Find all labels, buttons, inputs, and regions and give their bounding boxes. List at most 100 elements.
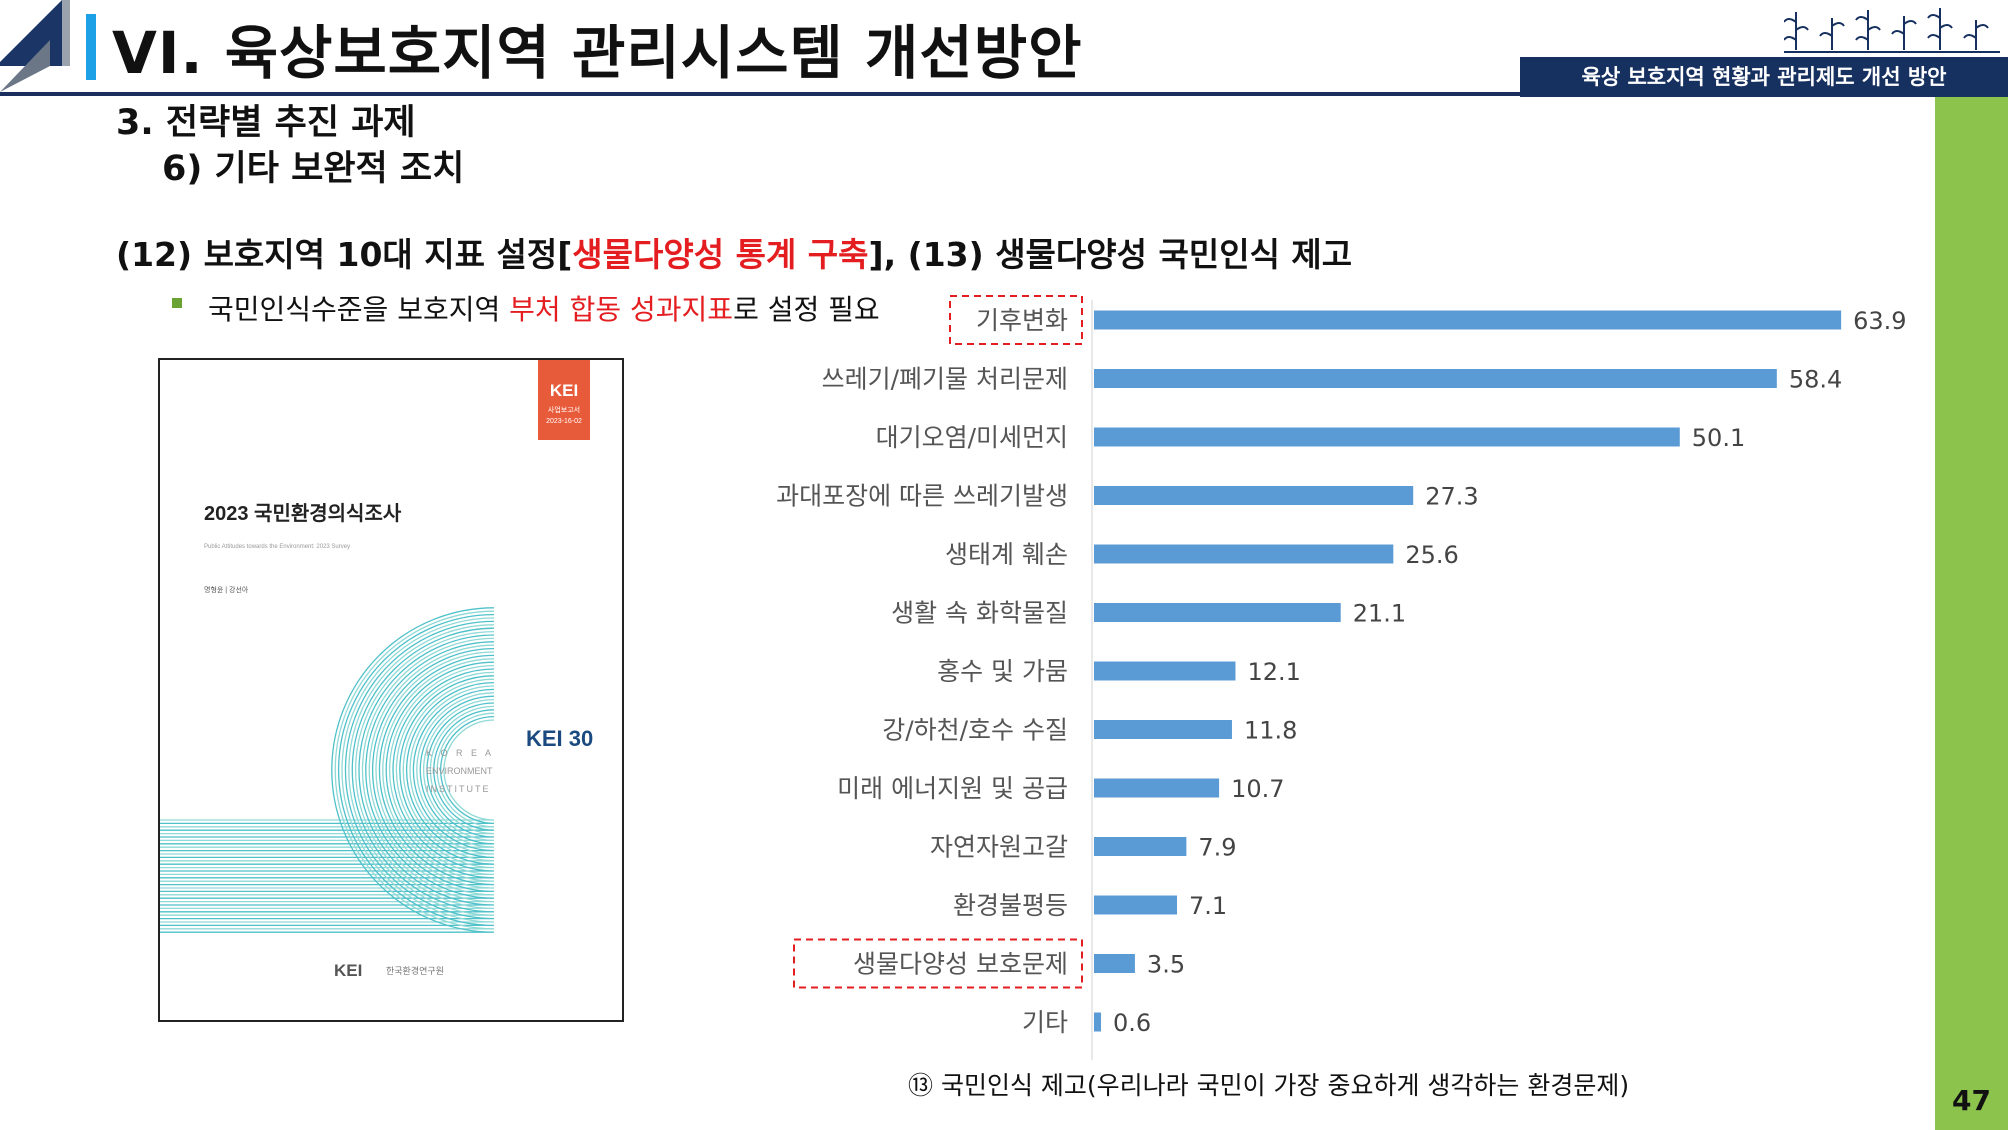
cover-ring-line <box>160 613 495 927</box>
chart-caption: ⑬ 국민인식 제고(우리나라 국민이 가장 중요하게 생각하는 환경문제) <box>908 1071 1630 1100</box>
cover-ring-line <box>160 647 495 893</box>
report-subtitle: Public Attitudes towards the Environment… <box>204 544 350 550</box>
cover-ring-line <box>160 617 495 923</box>
chart-bar <box>1094 954 1135 973</box>
cover-ring-line <box>160 719 495 821</box>
chart-highlight-box <box>793 938 1083 989</box>
chart-bar <box>1094 603 1341 622</box>
report-badge-line1: 사업보고서 <box>548 405 580 414</box>
cover-ring-line <box>160 654 495 886</box>
report-side-line2: ENVIRONMENT <box>426 766 493 776</box>
chart-category-label: 쓰레기/폐기물 처리문제 <box>822 365 1068 394</box>
cover-ring-line <box>160 695 495 845</box>
chart-data-label: 50.1 <box>1692 424 1745 452</box>
chart-category-label: 기타 <box>1022 1008 1068 1037</box>
report-side-line1: K O R E A <box>426 748 494 758</box>
cover-ring-line <box>160 709 495 831</box>
cover-ring-line <box>160 702 495 838</box>
report-footer-org: 한국환경연구원 <box>386 965 444 976</box>
section-title: 3. 전략별 추진 과제 <box>116 103 416 143</box>
cover-ring-graphic <box>160 607 495 933</box>
chart-category-label: 과대포장에 따른 쓰레기발생 <box>776 482 1068 511</box>
bullet-square-icon <box>172 298 182 308</box>
headline: (12) 보호지역 10대 지표 설정[생물다양성 통계 구축], (13) 생… <box>116 228 1352 276</box>
bullet-after: 로 설정 필요 <box>733 293 880 326</box>
chart-bar <box>1094 310 1842 330</box>
cover-ring-line <box>160 668 495 872</box>
chart-category-label: 기후변화 <box>976 306 1068 335</box>
report-footer-logo: KEI <box>334 961 362 980</box>
chart-category-label: 강/하천/호수 수질 <box>882 716 1068 745</box>
chart-highlight-box <box>949 295 1083 345</box>
chart-category-label: 자연자원고갈 <box>930 833 1068 862</box>
chart-data-label: 12.1 <box>1247 658 1300 686</box>
cover-ring-line <box>160 651 495 889</box>
chart-data-label: 21.1 <box>1353 600 1406 628</box>
cover-ring-line <box>160 681 495 859</box>
report-title: 2023 국민환경의식조사 <box>204 502 402 525</box>
chart-bar <box>1094 1012 1102 1032</box>
cover-ring-line <box>160 637 495 903</box>
chart-bar <box>1094 544 1394 564</box>
report-cover-image: KEI 사업보고서 2023-16-02 2023 국민환경의식조사 Publi… <box>158 358 624 1022</box>
header-subtitle-band: 육상 보호지역 현황과 관리제도 개선 방안 <box>1520 57 2008 97</box>
chart-category-label: 생물다양성 보호문제 <box>853 950 1068 979</box>
report-badge-title: KEI <box>550 381 578 400</box>
report-badge <box>538 360 590 440</box>
chart-data-label: 11.8 <box>1244 717 1297 745</box>
chart-category-label: 홍수 및 가뭄 <box>937 657 1068 686</box>
page-title: VI. 육상보호지역 관리시스템 개선방안 <box>112 19 1083 87</box>
chart-bar <box>1094 427 1680 447</box>
cover-ring-line <box>160 688 495 852</box>
bullet-highlight: 부처 합동 성과지표 <box>509 293 734 326</box>
report-anniversary-logo: KEI 30 <box>526 726 593 751</box>
section-heading: 3. 전략별 추진 과제 6) 기타 보완적 조치 <box>116 100 464 192</box>
subsection-title: 6) 기타 보완적 조치 <box>162 149 465 189</box>
cover-ring-line <box>160 627 495 913</box>
cover-ring-line <box>160 678 495 862</box>
chart-data-label: 58.4 <box>1789 366 1842 394</box>
chart-category-label: 생활 속 화학물질 <box>891 599 1068 628</box>
bullet-text: 국민인식수준을 보호지역 부처 합동 성과지표로 설정 필요 <box>208 288 880 328</box>
cover-ring-line <box>160 685 495 855</box>
chart-data-label: 7.9 <box>1198 834 1236 862</box>
headline-part2: ], (13) 생물다양성 국민인식 제고 <box>868 235 1353 274</box>
cover-ring-line <box>160 661 495 879</box>
page-number: 47 <box>1952 1084 1991 1117</box>
cover-ring-line <box>160 610 495 930</box>
chart-bar <box>1094 720 1232 739</box>
chart-category-label: 미래 에너지원 및 공급 <box>837 774 1068 803</box>
cover-ring-line <box>160 692 495 848</box>
cover-ring-line <box>160 698 495 842</box>
cover-ring-line <box>160 715 495 825</box>
chart-data-label: 10.7 <box>1231 775 1284 803</box>
cover-ring-line <box>160 658 495 882</box>
cover-ring-line <box>160 641 495 899</box>
cover-ring-line <box>160 705 495 835</box>
chart-data-label: 27.3 <box>1425 483 1478 511</box>
chart-bar <box>1094 486 1414 505</box>
plant-sprouts-icon <box>1784 8 2000 53</box>
chart-bar <box>1094 778 1220 798</box>
chart-data-label: 0.6 <box>1113 1009 1151 1037</box>
chart-bar <box>1094 837 1187 856</box>
chart-category-label: 대기오염/미세먼지 <box>876 423 1068 452</box>
cover-ring-line <box>160 630 495 910</box>
cover-ring-line <box>160 624 495 916</box>
cover-ring-line <box>160 671 495 869</box>
chart-category-label: 환경불평등 <box>953 891 1068 920</box>
chart-data-label: 3.5 <box>1147 951 1185 979</box>
chart-data-label: 7.1 <box>1189 892 1227 920</box>
title-divider <box>0 92 1520 96</box>
chart-category-label: 생태계 훼손 <box>945 540 1068 569</box>
cover-ring-line <box>160 675 495 865</box>
cover-ring-line <box>160 607 495 933</box>
bullet-before: 국민인식수준을 보호지역 <box>208 293 510 326</box>
title-accent-bar <box>86 14 96 80</box>
report-authors: 명형윤 | 강선아 <box>204 585 249 594</box>
report-badge-line2: 2023-16-02 <box>546 418 582 425</box>
report-cover-art: KEI 사업보고서 2023-16-02 2023 국민환경의식조사 Publi… <box>160 360 593 980</box>
chart-bar <box>1094 895 1178 915</box>
side-green-bar <box>1935 97 2008 1130</box>
corner-decoration <box>0 0 70 92</box>
